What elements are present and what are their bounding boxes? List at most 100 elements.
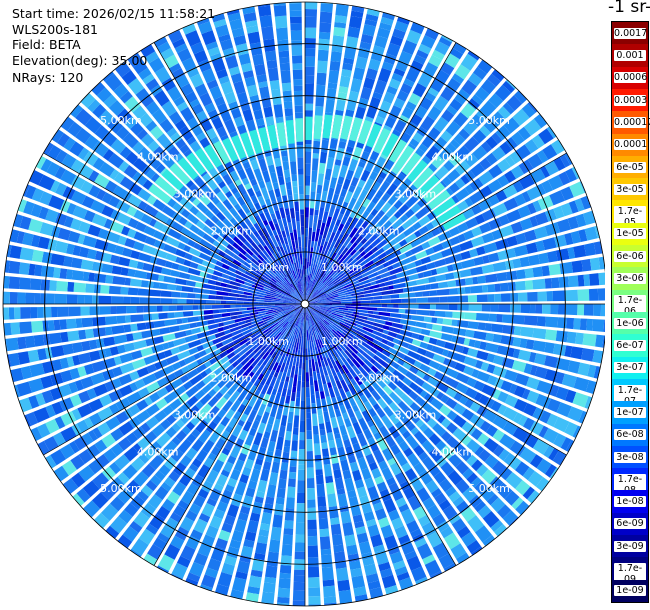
range-gate [197, 542, 212, 557]
range-gate [529, 364, 538, 376]
range-gate [306, 467, 315, 479]
range-gate [281, 322, 286, 327]
range-gate [308, 305, 321, 309]
range-gate [292, 298, 302, 303]
range-gate [404, 250, 413, 258]
range-gate [398, 534, 411, 545]
range-gate [82, 480, 100, 498]
range-gate [351, 297, 363, 302]
range-gate [314, 282, 324, 293]
range-gate [293, 415, 300, 428]
range-gate [528, 352, 537, 363]
range-gate [318, 517, 329, 530]
range-gate [75, 318, 83, 329]
range-gate [264, 239, 270, 246]
range-gate [226, 9, 240, 16]
range-gate [286, 270, 293, 282]
range-gate [241, 309, 255, 314]
range-gate [502, 510, 518, 526]
range-gate [17, 336, 27, 350]
range-gate [374, 199, 386, 212]
range-gate [345, 390, 354, 401]
range-gate [276, 308, 286, 312]
range-gate [9, 291, 18, 304]
range-gate [425, 479, 439, 494]
range-gate [380, 271, 391, 279]
range-gate [377, 341, 391, 351]
range-gate [220, 356, 229, 364]
range-gate [253, 168, 264, 183]
range-gate [450, 139, 461, 149]
range-gate [295, 305, 302, 308]
range-gate [283, 381, 289, 389]
range-gate [294, 551, 305, 560]
range-gate [157, 532, 170, 544]
range-gate [483, 242, 498, 254]
range-gate [270, 235, 279, 248]
colorbar-tick-label: 0.0006 [614, 72, 648, 84]
range-gate [261, 512, 272, 525]
range-gate [189, 224, 200, 234]
range-gate [89, 306, 100, 316]
range-gate [79, 246, 90, 258]
range-gate [363, 289, 374, 294]
range-gate [298, 464, 305, 470]
range-gate [423, 316, 432, 323]
range-gate [207, 452, 218, 462]
range-gate [92, 157, 105, 171]
range-gate [261, 26, 275, 41]
range-gate [346, 357, 355, 368]
range-gate [331, 289, 338, 294]
range-gate [275, 296, 282, 300]
ppi-ray [308, 113, 548, 302]
range-gate [359, 383, 366, 391]
range-gate [448, 226, 461, 237]
range-gate [253, 109, 264, 120]
ppi-ray [308, 304, 601, 379]
range-gate [170, 132, 182, 144]
range-gate [365, 374, 373, 382]
range-gate [257, 393, 265, 402]
range-gate [468, 339, 476, 348]
range-gate [193, 299, 207, 304]
range-gate [285, 497, 295, 509]
range-gate [350, 304, 362, 307]
range-gate [332, 225, 339, 233]
range-gate [228, 195, 238, 207]
range-gate [33, 334, 45, 347]
range-gate [312, 316, 317, 323]
range-gate [387, 331, 398, 338]
range-gate [181, 365, 190, 374]
range-gate [256, 312, 267, 317]
range-gate [292, 374, 298, 387]
range-gate [77, 403, 93, 418]
range-gate [80, 259, 94, 271]
range-gate [323, 318, 333, 326]
range-gate [302, 353, 305, 364]
range-gate [258, 272, 270, 281]
range-gate [272, 355, 279, 364]
ppi-ray [5, 304, 302, 352]
range-gate [496, 345, 510, 356]
range-gate [254, 63, 266, 76]
range-gate [173, 462, 187, 476]
range-gate [289, 261, 294, 271]
range-gate [198, 429, 212, 444]
range-gate [251, 355, 262, 368]
range-gate [333, 278, 341, 285]
colorbar-tick-label: 3e-09 [614, 540, 646, 552]
range-gate [592, 349, 604, 364]
range-gate [368, 461, 378, 471]
range-gate [283, 202, 289, 209]
range-gate [515, 461, 530, 477]
range-gate [351, 291, 364, 297]
range-gate [467, 515, 485, 533]
range-gate [60, 331, 69, 343]
range-gate [431, 324, 443, 332]
range-gate [257, 267, 265, 274]
range-gate [263, 281, 271, 287]
range-gate [296, 315, 302, 329]
range-gate [319, 222, 326, 236]
range-gate [523, 363, 533, 375]
